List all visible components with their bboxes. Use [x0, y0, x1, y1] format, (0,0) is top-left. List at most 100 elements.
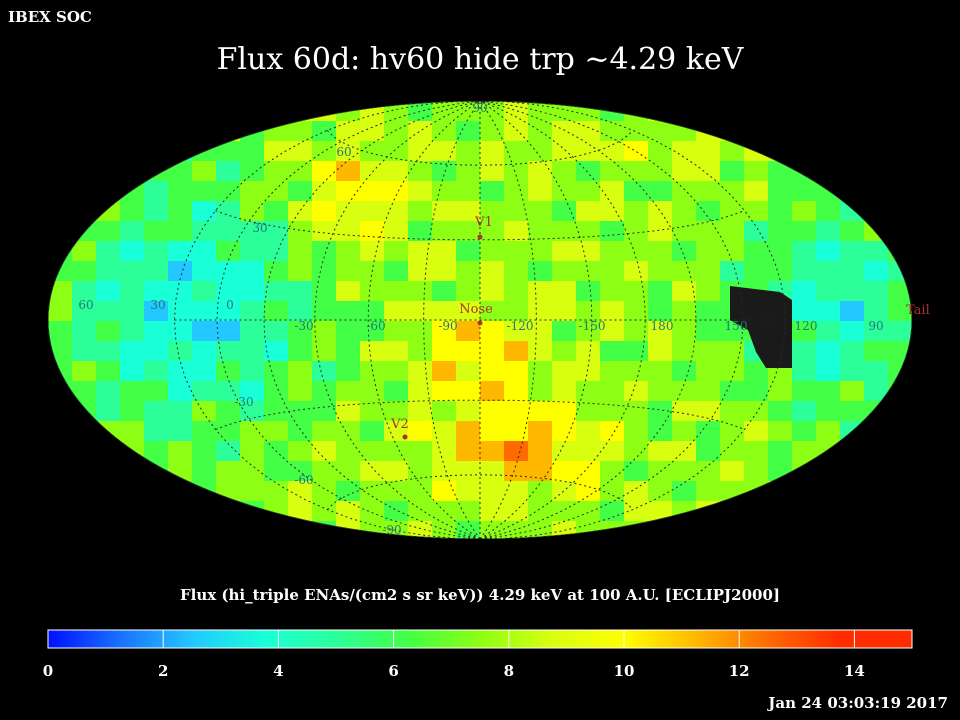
flux-pixel	[528, 461, 553, 482]
flux-pixel	[264, 261, 289, 282]
flux-pixel	[816, 341, 841, 362]
graticule-labels: 60 30 -30 -60 90 -90 60 30 0 -30 -60 -90 -120 -150 180…	[78, 101, 883, 537]
longitude-line	[479, 101, 537, 539]
flux-pixel	[264, 141, 289, 162]
graticule	[48, 101, 912, 539]
flux-pixel	[432, 461, 457, 482]
marker-label: Nose	[459, 302, 493, 317]
flux-pixel	[528, 121, 553, 142]
flux-pixel	[528, 341, 553, 362]
flux-pixel	[72, 321, 97, 342]
flux-pixel	[216, 161, 241, 182]
flux-pixel	[480, 361, 505, 382]
flux-pixel	[504, 481, 529, 502]
flux-pixel	[168, 241, 193, 262]
flux-pixel	[768, 201, 793, 222]
flux-pixel	[192, 321, 217, 342]
flux-pixel	[672, 201, 697, 222]
flux-pixel	[552, 341, 577, 362]
flux-pixel	[168, 201, 193, 222]
flux-pixel	[408, 361, 433, 382]
flux-pixel	[792, 321, 817, 342]
flux-pixel	[360, 221, 385, 242]
flux-pixel	[240, 441, 265, 462]
flux-pixel	[696, 421, 721, 442]
flux-pixel	[144, 381, 169, 402]
flux-pixel	[696, 481, 721, 502]
latitude-label: 90	[472, 101, 487, 115]
flux-pixel	[576, 381, 601, 402]
flux-pixel	[120, 241, 145, 262]
flux-pixel	[528, 181, 553, 202]
flux-pixel	[72, 361, 97, 382]
flux-pixel	[408, 101, 433, 122]
flux-pixel	[552, 401, 577, 422]
flux-pixel	[312, 221, 337, 242]
flux-pixel	[624, 401, 649, 422]
flux-pixel	[432, 481, 457, 502]
flux-pixel	[624, 121, 649, 142]
flux-pixel	[792, 241, 817, 262]
flux-pixel	[312, 481, 337, 502]
flux-pixel	[408, 301, 433, 322]
flux-pixel	[552, 121, 577, 142]
flux-pixel	[792, 181, 817, 202]
flux-pixel	[456, 201, 481, 222]
flux-pixel	[648, 261, 673, 282]
longitude-label: -120	[507, 319, 534, 333]
flux-pixel	[648, 121, 673, 142]
flux-pixel	[456, 181, 481, 202]
flux-pixel	[816, 201, 841, 222]
flux-pixel	[288, 501, 313, 522]
flux-pixel	[504, 181, 529, 202]
flux-pixel	[360, 301, 385, 322]
longitude-label: -90	[438, 319, 457, 333]
flux-pixel	[792, 441, 817, 462]
marker-dot	[477, 320, 483, 326]
flux-pixel	[144, 421, 169, 442]
colorbar-segment	[336, 630, 409, 648]
flux-pixel	[312, 461, 337, 482]
flux-pixel	[144, 321, 169, 342]
flux-pixel	[480, 321, 505, 342]
flux-pixel	[216, 341, 241, 362]
flux-pixel	[744, 401, 769, 422]
longitude-label: 150	[725, 319, 748, 333]
flux-pixel	[672, 301, 697, 322]
flux-pixel	[504, 421, 529, 442]
flux-pixel	[744, 181, 769, 202]
flux-pixel	[696, 361, 721, 382]
flux-pixel	[312, 181, 337, 202]
flux-pixel	[576, 341, 601, 362]
flux-pixel	[840, 401, 865, 422]
flux-pixel	[360, 321, 385, 342]
flux-pixel	[264, 161, 289, 182]
flux-pixel	[432, 261, 457, 282]
flux-pixel	[96, 281, 121, 302]
flux-pixel	[600, 181, 625, 202]
flux-pixel	[480, 301, 505, 322]
flux-pixel	[456, 261, 481, 282]
flux-pixel	[696, 201, 721, 222]
marker-label: V2	[390, 417, 409, 432]
flux-pixel	[264, 281, 289, 302]
flux-pixel	[792, 301, 817, 322]
flux-pixel	[864, 301, 889, 322]
flux-pixel	[528, 321, 553, 342]
flux-pixel	[264, 301, 289, 322]
flux-pixel	[72, 341, 97, 362]
flux-pixel	[552, 421, 577, 442]
flux-pixel	[72, 381, 97, 402]
flux-pixel	[672, 281, 697, 302]
flux-pixel	[264, 321, 289, 342]
flux-pixel	[144, 221, 169, 242]
flux-pixel	[552, 301, 577, 322]
flux-pixel	[192, 201, 217, 222]
flux-pixel	[360, 441, 385, 462]
flux-pixel	[144, 201, 169, 222]
flux-pixel	[624, 301, 649, 322]
flux-pixel	[408, 141, 433, 162]
longitude-line	[314, 101, 481, 539]
flux-pixel	[648, 401, 673, 422]
flux-pixel	[288, 401, 313, 422]
